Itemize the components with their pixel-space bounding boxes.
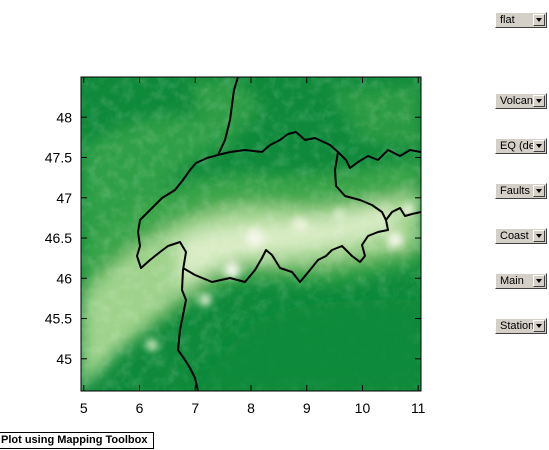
x-tick-label: 10: [355, 400, 371, 416]
chevron-down-icon[interactable]: [533, 14, 545, 26]
y-tick-label: 46: [56, 270, 72, 286]
y-tick-label: 47.5: [45, 150, 72, 166]
x-tick-label: 11: [411, 400, 426, 416]
chevron-down-icon[interactable]: [533, 230, 545, 242]
volcano-select[interactable]: Volcanoes: [495, 93, 547, 109]
x-tick-label: 9: [303, 400, 311, 416]
x-tick-label: 6: [136, 400, 144, 416]
x-tick-label: 5: [80, 400, 88, 416]
faults-select-value: Faults: [500, 185, 530, 197]
main-select-value: Main: [500, 275, 524, 287]
shading-select[interactable]: flat: [495, 12, 547, 28]
faults-select[interactable]: Faults: [495, 183, 547, 199]
y-tick-label: 45.5: [45, 311, 72, 327]
earthquake-select[interactable]: EQ (depth): [495, 138, 547, 154]
x-tick-label: 8: [247, 400, 255, 416]
shading-select-value: flat: [500, 14, 515, 26]
earthquake-select-value: EQ (depth): [500, 140, 533, 152]
country-borders: [136, 77, 421, 391]
stations-select-value: Stations: [500, 320, 533, 332]
mapping-toolbox-button[interactable]: Plot using Mapping Toolbox: [0, 432, 154, 449]
axis-ticks: [81, 77, 421, 391]
y-tick-label: 45: [56, 351, 72, 367]
chevron-down-icon[interactable]: [533, 95, 545, 107]
chevron-down-icon[interactable]: [533, 320, 545, 332]
x-tick-label: 7: [191, 400, 199, 416]
volcano-select-value: Volcanoes: [500, 95, 533, 107]
chevron-down-icon[interactable]: [533, 275, 545, 287]
y-tick-label: 48: [56, 109, 72, 125]
y-tick-label: 46.5: [45, 230, 72, 246]
main-select[interactable]: Main: [495, 273, 547, 289]
coast-select-value: Coast: [500, 230, 529, 242]
stations-select[interactable]: Stations: [495, 318, 547, 334]
coast-select[interactable]: Coast: [495, 228, 547, 244]
elevation-raster: [81, 77, 421, 391]
chevron-down-icon[interactable]: [533, 185, 545, 197]
chevron-down-icon[interactable]: [533, 140, 545, 152]
axis-tick-labels: 5 6 7 8 9 10 11 48 47.5 47 46.5 46 45.5 45: [45, 109, 426, 416]
y-tick-label: 47: [56, 190, 72, 206]
